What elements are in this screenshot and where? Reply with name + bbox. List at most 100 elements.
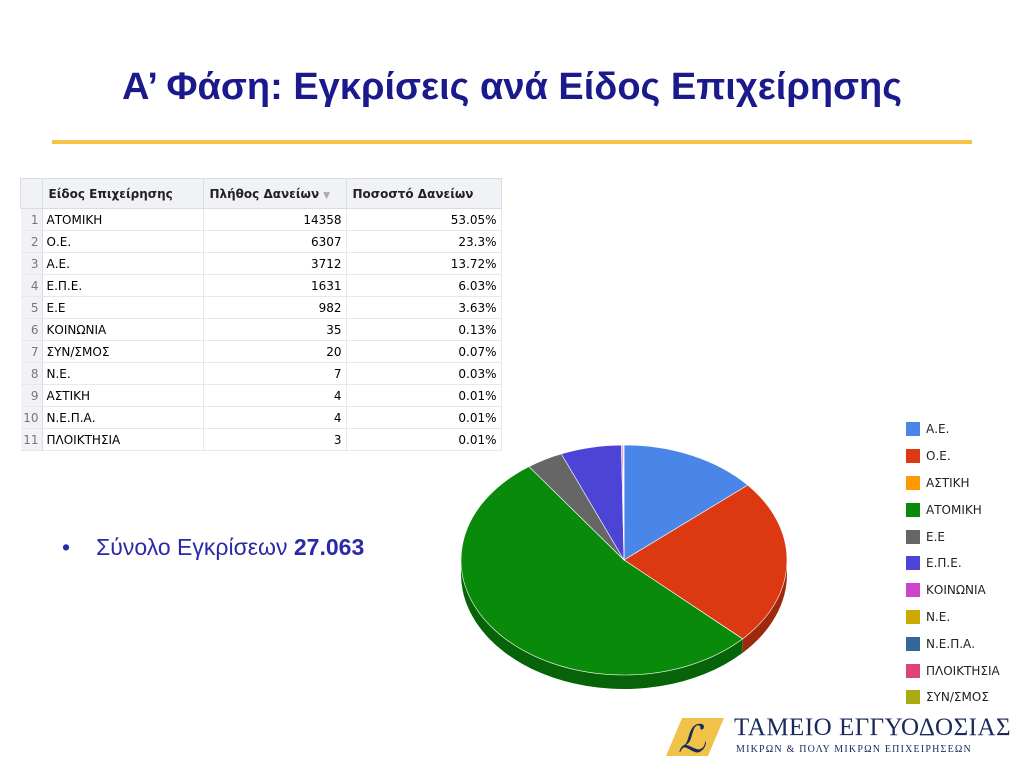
legend-item[interactable]: Ν.Ε. xyxy=(906,604,1000,631)
row-number: 3 xyxy=(20,252,43,275)
legend-swatch xyxy=(906,422,920,437)
table-row[interactable]: 1 ΑΤΟΜΙΚΗ 14358 53.05% xyxy=(20,208,502,231)
table-row[interactable]: 4 Ε.Π.Ε. 1631 6.03% xyxy=(20,274,502,297)
row-number: 8 xyxy=(20,362,43,385)
cell-percent: 0.01% xyxy=(346,384,502,407)
pie-slice[interactable] xyxy=(460,466,744,676)
legend-label: Ν.Ε. xyxy=(926,609,951,624)
cell-type: Ν.Ε.Π.Α. xyxy=(42,406,204,429)
legend-swatch xyxy=(906,609,920,624)
row-number-header xyxy=(20,178,43,209)
table-row[interactable]: 11 ΠΛΟΙΚΤΗΣΙΑ 3 0.01% xyxy=(20,428,502,451)
pie-slice[interactable] xyxy=(623,484,788,640)
row-number: 11 xyxy=(20,428,43,451)
sort-desc-icon[interactable]: ▼ xyxy=(323,190,331,201)
legend-label: Ε.Ε xyxy=(926,529,945,544)
legend-label: Ν.Ε.Π.Α. xyxy=(926,636,976,651)
cell-count: 4 xyxy=(203,384,347,407)
table-row[interactable]: 10 Ν.Ε.Π.Α. 4 0.01% xyxy=(20,406,502,429)
table-row[interactable]: 6 ΚΟΙΝΩΝΙΑ 35 0.13% xyxy=(20,318,502,341)
legend-label: Α.Ε. xyxy=(926,422,950,437)
row-number: 4 xyxy=(20,274,43,297)
pie-slice-side xyxy=(461,560,743,689)
legend-item[interactable]: Α.Ε. xyxy=(906,416,1000,443)
total-value: 27.063 xyxy=(293,534,365,560)
table-row[interactable]: 3 Α.Ε. 3712 13.72% xyxy=(20,252,502,275)
cell-type: Ε.Π.Ε. xyxy=(42,274,204,297)
legend-swatch xyxy=(906,663,920,678)
cell-count: 4 xyxy=(203,406,347,429)
legend-label: ΚΟΙΝΩΝΙΑ xyxy=(926,583,986,598)
cell-type: ΑΤΟΜΙΚΗ xyxy=(42,208,204,231)
column-header-count[interactable]: Πλήθος Δανείων ▼ xyxy=(202,178,347,209)
row-number: 7 xyxy=(20,340,43,363)
legend-item[interactable]: ΚΟΙΝΩΝΙΑ xyxy=(906,577,1000,604)
legend-swatch xyxy=(906,475,920,490)
cell-percent: 53.05% xyxy=(346,208,502,231)
cell-count: 20 xyxy=(203,340,347,363)
legend-swatch xyxy=(906,529,920,544)
cell-count: 14358 xyxy=(203,208,347,231)
cell-count: 6307 xyxy=(203,230,347,253)
legend-item[interactable]: Ο.Ε. xyxy=(906,443,1000,470)
total-approvals: • Σύνολο Εγκρίσεων 27.063 xyxy=(62,534,364,561)
total-label: Σύνολο Εγκρίσεων xyxy=(96,534,288,560)
table-row[interactable]: 7 ΣΥΝ/ΣΜΟΣ 20 0.07% xyxy=(20,340,502,363)
svg-text:ℒ: ℒ xyxy=(678,719,707,758)
legend-item[interactable]: Ε.Ε xyxy=(906,523,1000,550)
logo: ℒ ΤΑΜΕΙΟ ΕΓΓΥΟΔΟΣΙΑΣ ΜΙΚΡΩΝ & ΠΟΛΥ ΜΙΚΡΩ… xyxy=(664,714,1011,758)
row-number: 2 xyxy=(20,230,43,253)
slide-title: Α’ Φάση: Εγκρίσεις ανά Είδος Επιχείρησης xyxy=(121,66,903,108)
cell-count: 35 xyxy=(203,318,347,341)
row-number: 5 xyxy=(20,296,43,319)
legend-label: Ε.Π.Ε. xyxy=(926,556,962,571)
cell-percent: 23.3% xyxy=(346,230,502,253)
cell-percent: 3.63% xyxy=(346,296,502,319)
row-number: 6 xyxy=(20,318,43,341)
bullet-icon: • xyxy=(62,534,71,560)
title-divider xyxy=(52,140,972,144)
pie-slice[interactable] xyxy=(622,444,625,561)
legend-item[interactable]: Ν.Ε.Π.Α. xyxy=(906,630,1000,657)
pie-chart xyxy=(460,444,788,689)
legend-swatch xyxy=(906,583,920,598)
table-row[interactable]: 5 Ε.Ε 982 3.63% xyxy=(20,296,502,319)
row-number: 10 xyxy=(20,406,43,429)
legend-label: Ο.Ε. xyxy=(926,449,951,464)
cell-percent: 0.01% xyxy=(346,406,502,429)
cell-count: 982 xyxy=(203,296,347,319)
cell-percent: 6.03% xyxy=(346,274,502,297)
pie-slice[interactable] xyxy=(623,444,749,561)
logo-subtitle: ΜΙΚΡΩΝ & ΠΟΛΥ ΜΙΚΡΩΝ ΕΠΙΧΕΙΡΗΣΕΩΝ xyxy=(736,744,972,755)
cell-percent: 0.01% xyxy=(346,428,502,451)
legend-label: ΑΤΟΜΙΚΗ xyxy=(926,502,982,517)
legend-label: ΑΣΤΙΚΗ xyxy=(926,475,970,490)
cell-type: ΠΛΟΙΚΤΗΣΙΑ xyxy=(42,428,204,451)
cell-count: 1631 xyxy=(203,274,347,297)
legend-item[interactable]: ΠΛΟΙΚΤΗΣΙΑ xyxy=(906,657,1000,684)
logo-name: ΤΑΜΕΙΟ ΕΓΓΥΟΔΟΣΙΑΣ xyxy=(734,714,1012,741)
row-number: 1 xyxy=(20,208,43,231)
cell-percent: 0.03% xyxy=(346,362,502,385)
cell-count: 3712 xyxy=(203,252,347,275)
legend-item[interactable]: ΑΣΤΙΚΗ xyxy=(906,470,1000,497)
table-row[interactable]: 8 Ν.Ε. 7 0.03% xyxy=(20,362,502,385)
legend-item[interactable]: ΑΤΟΜΙΚΗ xyxy=(906,496,1000,523)
column-header-percent[interactable]: Ποσοστό Δανείων xyxy=(345,178,502,209)
cell-type: Α.Ε. xyxy=(42,252,204,275)
cell-type: ΚΟΙΝΩΝΙΑ xyxy=(42,318,204,341)
table-header-row: Είδος Επιχείρησης Πλήθος Δανείων ▼ Ποσοστ… xyxy=(20,178,502,209)
row-number: 9 xyxy=(20,384,43,407)
table-row[interactable]: 9 ΑΣΤΙΚΗ 4 0.01% xyxy=(20,384,502,407)
cell-count: 7 xyxy=(203,362,347,385)
legend-swatch xyxy=(906,690,920,705)
table-row[interactable]: 2 Ο.Ε. 6307 23.3% xyxy=(20,230,502,253)
cell-percent: 0.07% xyxy=(346,340,502,363)
cell-percent: 0.13% xyxy=(346,318,502,341)
cell-type: Ο.Ε. xyxy=(42,230,204,253)
logo-mark-icon: ℒ xyxy=(666,718,724,758)
column-header-type[interactable]: Είδος Επιχείρησης xyxy=(41,178,204,209)
legend-item[interactable]: ΣΥΝ/ΣΜΟΣ xyxy=(906,684,1000,711)
cell-type: Ε.Ε xyxy=(42,296,204,319)
legend-item[interactable]: Ε.Π.Ε. xyxy=(906,550,1000,577)
